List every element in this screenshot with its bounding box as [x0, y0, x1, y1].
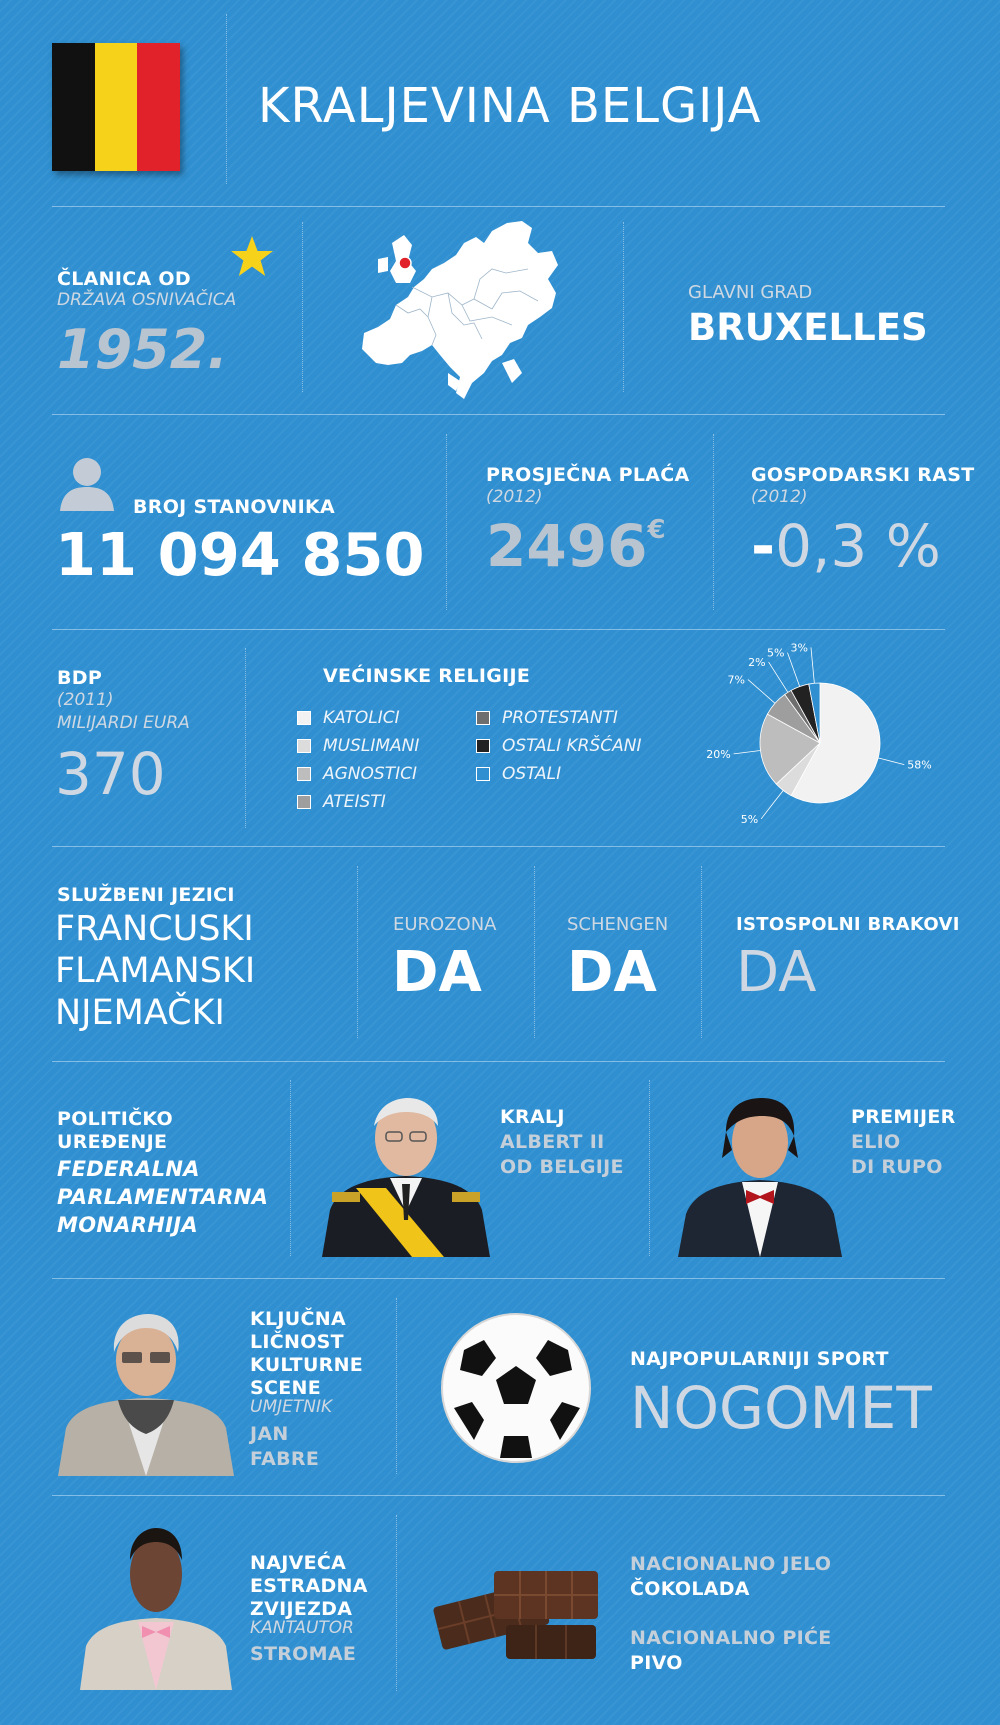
- growth-value: -0,3 %: [751, 512, 941, 580]
- population-value: 11 094 850: [55, 520, 425, 589]
- drink-label: NACIONALNO PIĆE: [630, 1627, 832, 1649]
- pie-label: 7%: [728, 674, 745, 687]
- eurozone-value: DA: [392, 940, 482, 1005]
- gdp-value: 370: [55, 740, 166, 808]
- pie-leader-line: [747, 679, 776, 704]
- football-icon: [441, 1313, 591, 1463]
- pie-leader-line: [810, 647, 815, 684]
- salary-currency: €: [647, 515, 666, 545]
- star-name: STROMAE: [250, 1643, 357, 1665]
- food-value: ČOKOLADA: [630, 1578, 750, 1600]
- growth-label: GOSPODARSKI RAST: [751, 464, 975, 486]
- pie-label: 2%: [748, 656, 765, 669]
- pie-leader-line: [787, 652, 801, 687]
- king-name: ALBERT II OD BELGIJE: [500, 1131, 624, 1178]
- growth-year: (2012): [751, 487, 808, 507]
- language-item: FLAMANSKI: [55, 951, 256, 991]
- religion-legend-right: PROTESTANTI OSTALI KRŠĆANI OSTALI: [476, 704, 642, 788]
- culture-role: UMJETNIK: [250, 1397, 333, 1417]
- belgium-flag: [52, 43, 181, 171]
- membership-sublabel: DRŽAVA OSNIVAČICA: [57, 290, 237, 310]
- politics-value: FEDERALNA PARLAMENTARNA MONARHIJA: [57, 1157, 269, 1237]
- eurozone-label: EUROZONA: [393, 914, 497, 935]
- language-item: NJEMAČKI: [55, 993, 225, 1033]
- membership-year: 1952.: [57, 318, 228, 381]
- pie-label: 5%: [741, 813, 758, 826]
- religion-pie-chart: 58%5%20%7%2%5% 3%: [706, 641, 931, 826]
- salary-year: (2012): [486, 487, 543, 507]
- religion-title: VEĆINSKE RELIGIJE: [323, 665, 531, 687]
- pie-label: 20%: [706, 748, 730, 761]
- legend-item: ATEISTI: [297, 788, 419, 816]
- growth-number: 0,3 %: [775, 512, 941, 580]
- legend-item: MUSLIMANI: [297, 732, 419, 760]
- pm-portrait: [678, 1098, 842, 1257]
- membership-label: ČLANICA OD: [57, 268, 191, 290]
- gdp-unit: MILIJARDI EURA: [57, 713, 190, 733]
- salary-value: 2496€: [486, 512, 666, 580]
- samesex-label: ISTOSPOLNI BRAKOVI: [736, 914, 960, 935]
- capital-value: BRUXELLES: [688, 306, 928, 349]
- king-label: KRALJ: [500, 1106, 565, 1128]
- languages-label: SLUŽBENI JEZICI: [57, 884, 235, 906]
- legend-item: KATOLICI: [297, 704, 419, 732]
- legend-item: OSTALI KRŠĆANI: [476, 732, 642, 760]
- flag-yellow-stripe: [94, 43, 138, 171]
- gdp-label: BDP: [57, 667, 103, 689]
- flag-black-stripe: [52, 43, 95, 171]
- pie-leader-line: [760, 790, 784, 820]
- language-list: FRANCUSKI FLAMANSKI NJEMAČKI: [55, 908, 255, 1034]
- sport-value: NOGOMET: [630, 1374, 932, 1442]
- pie-leader-line: [733, 750, 761, 755]
- pm-name: ELIO DI RUPO: [851, 1131, 943, 1178]
- schengen-value: DA: [567, 940, 657, 1005]
- pie-leader-line: [878, 757, 905, 766]
- artist-portrait: [58, 1314, 234, 1476]
- legend-item: OSTALI: [476, 760, 642, 788]
- sport-label: NAJPOPULARNIJI SPORT: [630, 1348, 889, 1370]
- salary-label: PROSJEČNA PLAĆA: [486, 464, 690, 486]
- chocolate-image: [433, 1571, 598, 1659]
- pie-leader-line: [768, 661, 789, 693]
- capital-label: GLAVNI GRAD: [688, 282, 813, 303]
- religion-legend-left: KATOLICI MUSLIMANI AGNOSTICI ATEISTI: [297, 704, 419, 816]
- culture-name: JAN FABRE: [250, 1423, 320, 1470]
- belgium-marker-icon: [398, 256, 412, 270]
- pie-label: 58%: [907, 759, 931, 772]
- star-label: NAJVEĆA ESTRADNA ZVIJEZDA: [250, 1552, 368, 1620]
- drink-value: PIVO: [630, 1652, 683, 1674]
- singer-portrait: [80, 1528, 232, 1690]
- pm-label: PREMIJER: [851, 1106, 956, 1128]
- pie-label: 3%: [791, 641, 808, 654]
- flag-red-stripe: [137, 43, 181, 171]
- samesex-value: DA: [736, 940, 817, 1005]
- salary-amount: 2496: [486, 512, 648, 580]
- schengen-label: SCHENGEN: [567, 914, 669, 935]
- person-icon: [60, 458, 114, 511]
- politics-label: POLITIČKO UREĐENJE: [57, 1108, 173, 1153]
- growth-sign: -: [751, 512, 776, 580]
- king-portrait: [322, 1098, 490, 1257]
- legend-item: PROTESTANTI: [476, 704, 642, 732]
- star-icon: [231, 236, 273, 276]
- food-label: NACIONALNO JELO: [630, 1553, 832, 1575]
- pie-label: 5%: [767, 647, 784, 660]
- europe-map: [362, 221, 558, 399]
- star-role: KANTAUTOR: [250, 1618, 354, 1638]
- language-item: FRANCUSKI: [55, 909, 254, 949]
- pie-slice: [808, 682, 821, 744]
- population-label: BROJ STANOVNIKA: [133, 496, 335, 518]
- gdp-year: (2011): [57, 690, 114, 710]
- page-title: KRALJEVINA BELGIJA: [258, 78, 762, 134]
- culture-label: KLJUČNA LIČNOST KULTURNE SCENE: [250, 1308, 364, 1399]
- legend-item: AGNOSTICI: [297, 760, 419, 788]
